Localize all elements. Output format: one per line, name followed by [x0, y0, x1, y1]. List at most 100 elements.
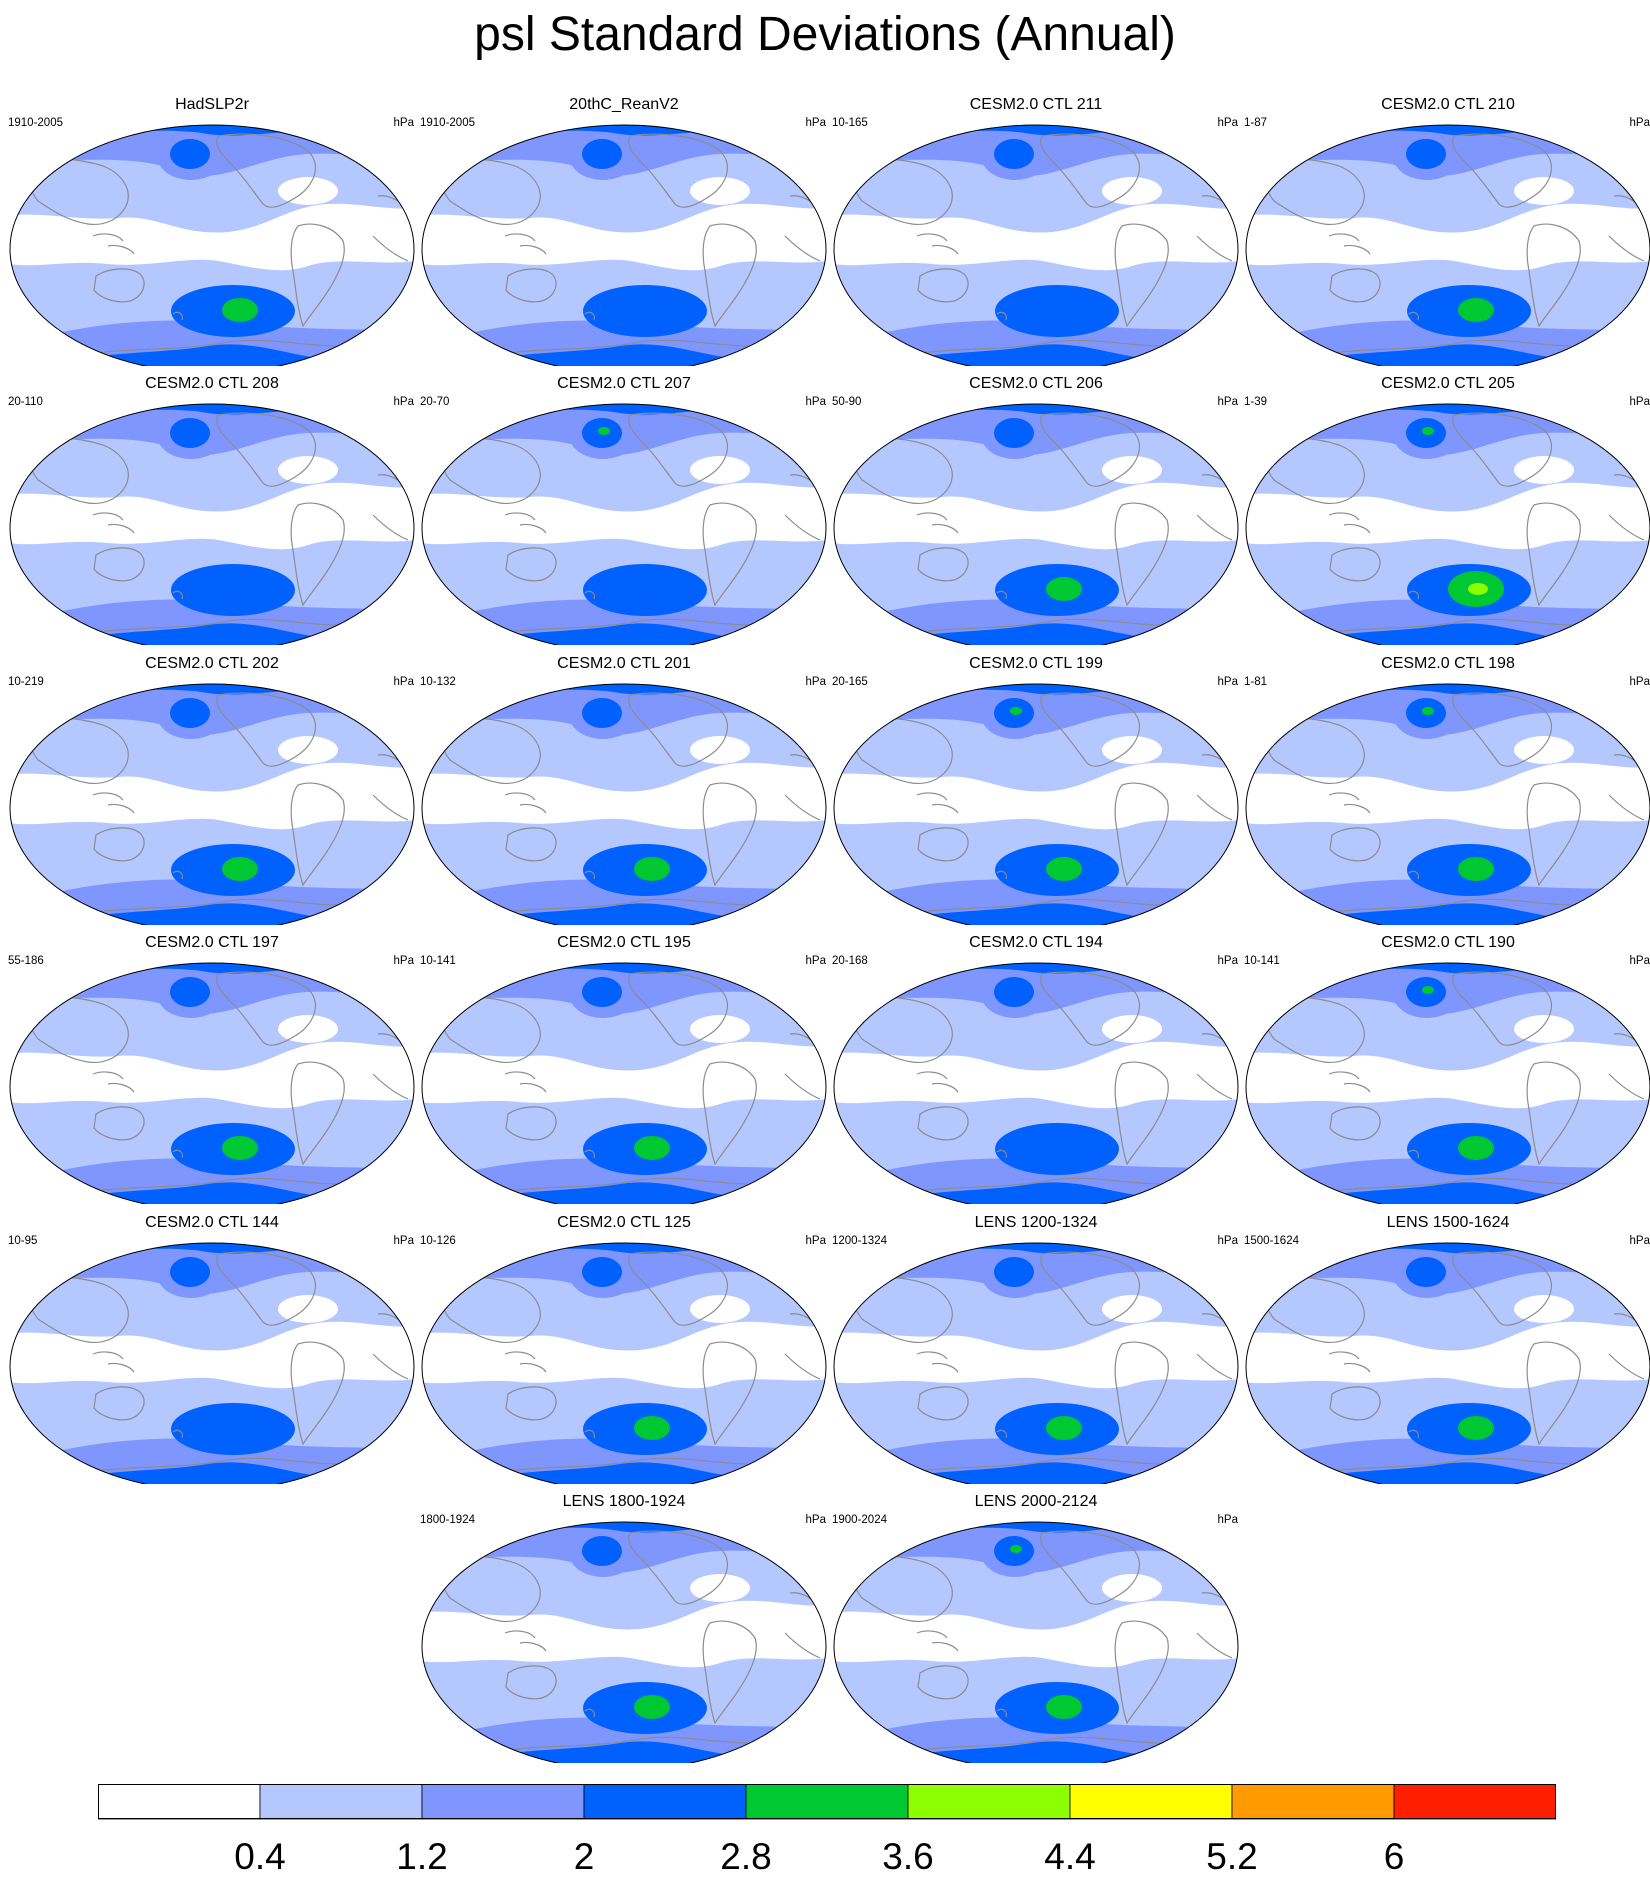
- atlantic-low-variability: [1102, 1015, 1162, 1043]
- northern-band-level2: [1246, 404, 1650, 455]
- aleutian-low-core: [170, 698, 210, 728]
- coastline-asia: [438, 158, 541, 226]
- coastline-asia: [1262, 717, 1365, 785]
- map-frame: [833, 1242, 1239, 1484]
- northern-band-level2: [422, 125, 826, 176]
- colorbar-tick-label: 4.4: [1044, 1836, 1096, 1877]
- map-panel: CESM2.0 CTL 198 1-81 hPa: [1244, 655, 1650, 925]
- panel-unit: hPa: [1217, 676, 1238, 688]
- psl-std-map: [833, 1521, 1239, 1763]
- tropical-low-variability: [422, 1600, 826, 1668]
- coastline-australia: [505, 1106, 557, 1141]
- coastline-indonesia: [916, 233, 959, 255]
- tropical-low-variability: [422, 1321, 826, 1389]
- map-frame: [421, 403, 827, 645]
- coastline-new-zealand: [584, 590, 595, 600]
- map-panel: HadSLP2r 1910-2005 hPa: [8, 96, 416, 366]
- coastline-new-zealand: [584, 1149, 595, 1159]
- map-panel: LENS 1200-1324 1200-1324 hPa: [832, 1214, 1240, 1484]
- coastline-indonesia: [916, 792, 959, 814]
- atlantic-low-variability: [1102, 177, 1162, 205]
- amundsen-blob-outer: [171, 564, 295, 616]
- coastline-new-zealand: [996, 1708, 1007, 1718]
- coastline-new-zealand: [996, 311, 1007, 321]
- coastline-north-america: [216, 971, 316, 1046]
- southern-ocean-level3: [460, 1741, 826, 1763]
- tropical-low-variability: [1246, 762, 1650, 830]
- map-frame: [421, 124, 827, 366]
- northern-band-level2: [834, 404, 1238, 455]
- atlantic-low-variability: [278, 177, 338, 205]
- coastline-south-america: [290, 782, 345, 887]
- coastline-australia: [1329, 547, 1381, 582]
- southern-ocean-level3: [48, 1462, 414, 1484]
- panel-unit: hPa: [1629, 1235, 1650, 1247]
- coastline-north-america: [1452, 412, 1552, 487]
- coastline-australia: [917, 1106, 969, 1141]
- coastline-australia: [917, 268, 969, 303]
- psl-std-map: [833, 1242, 1239, 1484]
- map-panel: CESM2.0 CTL 199 20-165 hPa: [832, 655, 1240, 925]
- amundsen-blob-core: [1046, 1695, 1082, 1719]
- panel-unit: hPa: [805, 396, 826, 408]
- coastline-north-america: [628, 971, 728, 1046]
- colorbar-swatch: [421, 1784, 585, 1820]
- map-panel: CESM2.0 CTL 206 50-90 hPa: [832, 375, 1240, 645]
- northern-band-level2: [422, 404, 826, 455]
- atlantic-low-variability: [278, 1015, 338, 1043]
- coastline-australia: [1329, 268, 1381, 303]
- tropical-low-variability: [834, 1600, 1238, 1668]
- aleutian-low-peak: [1010, 1545, 1022, 1553]
- coastline-indonesia: [504, 1630, 547, 1652]
- colorbar-frame: [98, 1784, 1556, 1819]
- coastline-north-america: [216, 692, 316, 767]
- psl-std-map: [421, 1242, 827, 1484]
- map-panel: CESM2.0 CTL 144 10-95 hPa: [8, 1214, 416, 1484]
- panel-unit: hPa: [393, 117, 414, 129]
- map-frame: [1245, 124, 1650, 366]
- southern-ocean-level3: [460, 1182, 826, 1204]
- panel-unit: hPa: [1217, 1514, 1238, 1526]
- map-frame: [421, 1521, 827, 1763]
- coastline-new-zealand: [996, 1429, 1007, 1439]
- coastline-south-america: [1114, 782, 1169, 887]
- panel-years: 55-186: [8, 955, 44, 967]
- coastline-australia: [1329, 1386, 1381, 1421]
- coastline-new-zealand: [172, 1149, 183, 1159]
- coastline-new-zealand: [172, 590, 183, 600]
- northern-band-level2: [422, 1243, 826, 1294]
- coastline-north-america: [628, 692, 728, 767]
- coastline-south-america: [290, 1061, 345, 1166]
- coastline-australia: [917, 1665, 969, 1700]
- aleutian-low-core: [582, 1257, 622, 1287]
- panel-years: 10-132: [420, 676, 456, 688]
- coastline-indonesia: [504, 512, 547, 534]
- tropical-low-variability: [834, 1041, 1238, 1109]
- coastline-asia: [850, 1555, 953, 1623]
- panel-unit: hPa: [805, 676, 826, 688]
- coastline-australia: [93, 268, 145, 303]
- aleutian-low-peak: [598, 427, 610, 435]
- atlantic-low-variability: [690, 1015, 750, 1043]
- tropical-low-variability: [1246, 1041, 1650, 1109]
- panel-unit: hPa: [1217, 1235, 1238, 1247]
- colorbar: [98, 1784, 1556, 1820]
- coastline-indonesia: [1328, 512, 1371, 534]
- southern-ocean-level3: [460, 903, 826, 925]
- colorbar-swatch: [1069, 1784, 1233, 1820]
- coastline-australia: [93, 1386, 145, 1421]
- coastline-south-america: [1114, 1061, 1169, 1166]
- panel-title: CESM2.0 CTL 197: [145, 934, 279, 951]
- panel-unit: hPa: [393, 676, 414, 688]
- psl-std-map: [421, 1521, 827, 1763]
- southern-ocean-level3: [460, 344, 826, 366]
- coastline-south-america: [1114, 223, 1169, 328]
- coastline-indonesia: [504, 1071, 547, 1093]
- southern-ocean-level3: [1284, 344, 1650, 366]
- map-frame: [1245, 1242, 1650, 1484]
- amundsen-blob-core: [634, 1695, 670, 1719]
- psl-std-map: [1245, 403, 1650, 645]
- coastline-south-america: [702, 1061, 757, 1166]
- coastline-north-america: [628, 412, 728, 487]
- tropical-low-variability: [834, 1321, 1238, 1389]
